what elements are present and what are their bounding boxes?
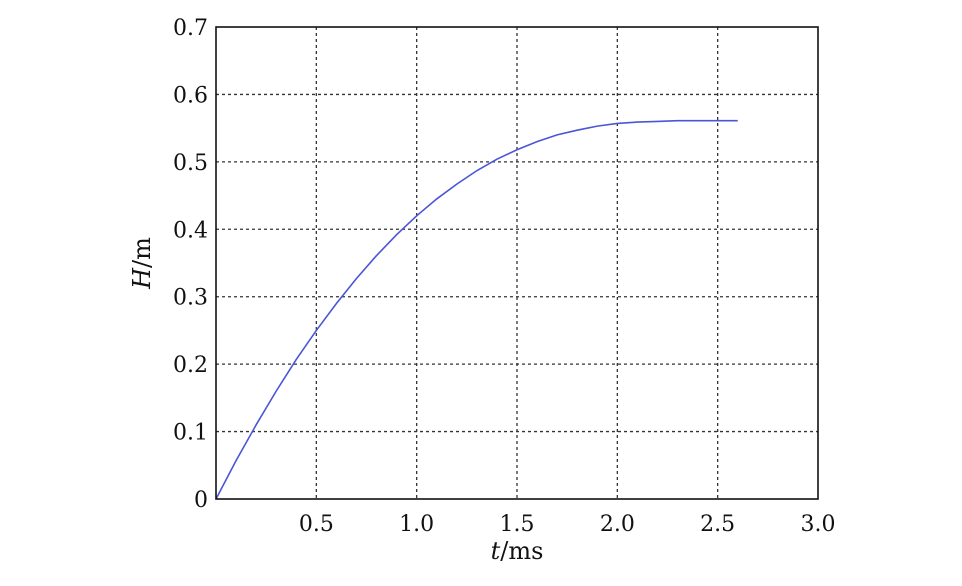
- y-tick-label: 0.4: [173, 218, 208, 243]
- x-axis-title: t/ms: [491, 537, 544, 565]
- y-tick-label: 0.1: [173, 421, 208, 446]
- series-layer: [215, 119, 738, 500]
- y-tick-label: 0.5: [173, 151, 208, 176]
- x-tick-label: 1.5: [500, 512, 535, 537]
- series-line: [215, 119, 738, 500]
- y-tick-label: 0.3: [173, 286, 208, 311]
- y-tick-label: 0.7: [173, 16, 208, 41]
- x-tick-label: 1.0: [399, 512, 434, 537]
- grid: [216, 27, 818, 499]
- x-tick-label: 3.0: [801, 512, 836, 537]
- y-axis-title: H/m: [128, 237, 156, 290]
- y-tick-label: 0.2: [173, 353, 208, 378]
- x-tick-label: 2.0: [600, 512, 635, 537]
- x-tick-label: 2.5: [700, 512, 735, 537]
- y-tick-label: 0: [194, 488, 208, 513]
- x-axis-var: t: [491, 537, 501, 565]
- y-axis-var: H: [128, 267, 156, 290]
- y-tick-label: 0.6: [173, 83, 208, 108]
- x-tick-label: 0.5: [299, 512, 334, 537]
- plot-frame: [215, 26, 819, 500]
- x-axis-unit: /ms: [500, 537, 543, 565]
- y-axis-unit: /m: [128, 237, 156, 268]
- tick-labels: 0.5 1.0 1.5 2.0 2.5 3.0 0 0.1 0.2 0.3 0.4 0.5 0.6 0.7: [173, 16, 836, 537]
